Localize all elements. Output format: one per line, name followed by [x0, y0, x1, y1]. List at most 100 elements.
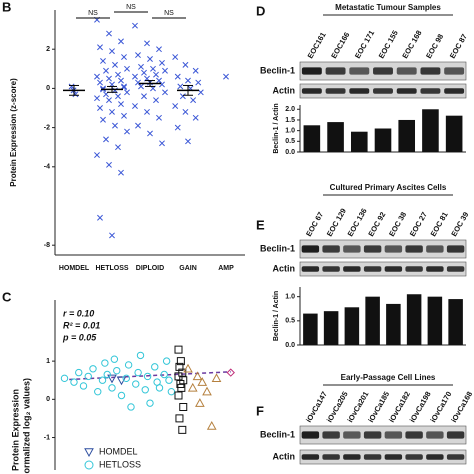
blot-band: [405, 266, 423, 272]
point: [124, 65, 130, 72]
blot-band: [363, 454, 382, 460]
point: [226, 368, 235, 377]
bar: [406, 294, 422, 345]
blot-band: [322, 454, 340, 460]
point: [121, 83, 127, 90]
section-title: Metastatic Tumour Samples: [335, 3, 441, 12]
point: [179, 376, 188, 385]
point: [103, 370, 111, 379]
blot-band: [343, 454, 361, 460]
point: [165, 376, 173, 384]
annotation: r = 0.10: [63, 308, 94, 318]
point: [174, 124, 181, 131]
point: [84, 372, 92, 381]
point: [135, 122, 141, 129]
blot-band: [373, 67, 393, 75]
lane-label: EOC 38: [387, 210, 408, 238]
lane-label: EOC 87: [448, 32, 469, 60]
comparison-label: NS: [126, 4, 136, 11]
fit-line: [69, 371, 231, 381]
y-tick-label: 0.5: [285, 318, 295, 325]
point: [155, 384, 164, 392]
blot-band: [301, 431, 320, 439]
point: [103, 67, 109, 74]
blot-band: [420, 67, 441, 75]
x-tick-label: HETLOSS: [95, 265, 128, 272]
point: [160, 370, 168, 379]
blot-band: [349, 88, 370, 94]
point: [79, 382, 88, 390]
point: [103, 136, 109, 143]
blot-band: [384, 245, 403, 253]
point: [118, 169, 124, 176]
bar: [374, 128, 392, 152]
point: [115, 144, 121, 151]
point: [223, 73, 229, 80]
bar: [386, 303, 401, 345]
blot-band: [405, 431, 423, 439]
y-tick-label: 1.0: [285, 127, 295, 134]
bar: [344, 307, 360, 345]
y-tick-label: 2: [46, 46, 50, 53]
point: [97, 105, 103, 111]
point: [135, 52, 141, 59]
y-tick-label: 0.0: [285, 342, 295, 349]
point: [134, 368, 142, 377]
point: [122, 374, 130, 383]
y-axis-label: Beclin-1 / Actin: [273, 291, 280, 341]
point: [162, 89, 168, 96]
point: [174, 391, 183, 400]
legend-label: HOMDEL: [99, 446, 138, 456]
lane-label: EOC 81: [429, 210, 450, 238]
y-tick-label: 2.0: [285, 106, 295, 113]
point: [60, 374, 69, 383]
bar: [448, 299, 463, 345]
point: [156, 77, 162, 84]
point: [94, 95, 100, 102]
blot-band: [384, 266, 403, 272]
blot-band: [446, 454, 465, 460]
blot-band: [301, 454, 320, 460]
point: [110, 355, 119, 363]
point: [109, 232, 115, 239]
blot-band: [426, 266, 444, 272]
blot-background: [299, 425, 467, 445]
point: [132, 73, 138, 80]
blot-band: [343, 431, 361, 439]
panel-letter: F: [256, 403, 264, 418]
lane-label: EOC166: [329, 31, 351, 60]
blot-band: [405, 245, 423, 253]
point: [159, 140, 165, 147]
y-tick-label: 1.5: [285, 117, 295, 124]
point: [153, 71, 159, 78]
point: [177, 383, 186, 392]
blot-band: [343, 245, 361, 253]
legend-marker: [84, 460, 94, 470]
point: [135, 79, 141, 86]
point: [176, 380, 185, 389]
point: [132, 22, 138, 29]
point: [136, 351, 145, 360]
y-tick-label: 0: [46, 396, 50, 403]
point: [112, 61, 118, 68]
lane-label: EOC 39: [449, 210, 470, 238]
point: [197, 89, 204, 96]
lane-label: EOC 27: [408, 210, 429, 238]
y-axis-label: Beclin-1 / Actin: [273, 103, 280, 153]
blot-band: [363, 431, 382, 439]
y-axis-label: Protein Expression: [10, 389, 20, 471]
point: [124, 128, 130, 135]
point: [202, 386, 212, 396]
x-tick-label: AMP: [218, 265, 234, 272]
point: [172, 103, 179, 109]
point: [132, 380, 140, 388]
point: [147, 130, 153, 137]
point: [141, 69, 147, 76]
lane-label: EOC 171: [353, 29, 376, 60]
comparison-label: NS: [164, 10, 174, 17]
point: [192, 371, 203, 381]
lane-label: EOC 155: [377, 29, 400, 60]
blot-band: [384, 431, 403, 439]
point: [141, 386, 149, 394]
